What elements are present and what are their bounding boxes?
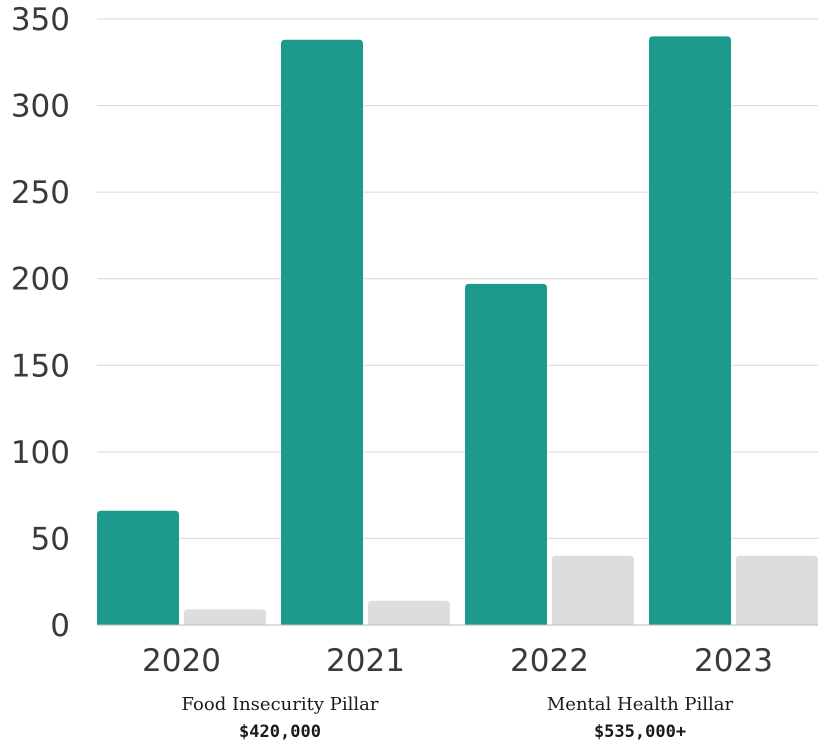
x-tick-label: 2022: [510, 643, 589, 679]
bar-2020-series-1: [97, 510, 179, 625]
caption-food-insecurity-name: Food Insecurity Pillar: [181, 694, 379, 715]
caption-mental-health-amount: $535,000+: [593, 722, 687, 742]
bar-2023-series-2: [736, 555, 818, 625]
y-tick-label: 100: [11, 435, 70, 471]
caption-food-insecurity-amount: $420,000: [239, 722, 321, 742]
bar-chart: 0 50 100 150 200 250 300 350 2020 2021 2022 2023: [11, 2, 818, 679]
y-tick-label: 150: [11, 348, 70, 384]
bar-2022-series-1: [465, 283, 547, 625]
bar-2021-series-1: [281, 39, 363, 625]
x-tick-label: 2020: [142, 643, 221, 679]
y-tick-label: 200: [11, 262, 70, 298]
caption-food-insecurity: Food Insecurity Pillar $420,000: [155, 692, 405, 746]
y-tick-label: 50: [31, 521, 70, 557]
x-axis: 2020 2021 2022 2023: [142, 643, 773, 679]
y-tick-label: 250: [11, 175, 70, 211]
y-axis: 0 50 100 150 200 250 300 350: [11, 2, 70, 644]
bar-2021-series-2: [368, 600, 450, 625]
bar-2020-series-2: [184, 609, 266, 625]
bars: [97, 36, 818, 626]
bar-2023-series-1: [649, 36, 731, 626]
caption-mental-health: Mental Health Pillar $535,000+: [515, 692, 765, 746]
caption-mental-health-name: Mental Health Pillar: [546, 694, 734, 715]
gridlines: [97, 18, 818, 539]
bar-2022-series-2: [552, 555, 634, 625]
x-tick-label: 2021: [326, 643, 405, 679]
y-tick-label: 350: [11, 2, 70, 38]
y-tick-label: 300: [11, 89, 70, 125]
y-tick-label: 0: [50, 608, 70, 644]
x-tick-label: 2023: [694, 643, 773, 679]
